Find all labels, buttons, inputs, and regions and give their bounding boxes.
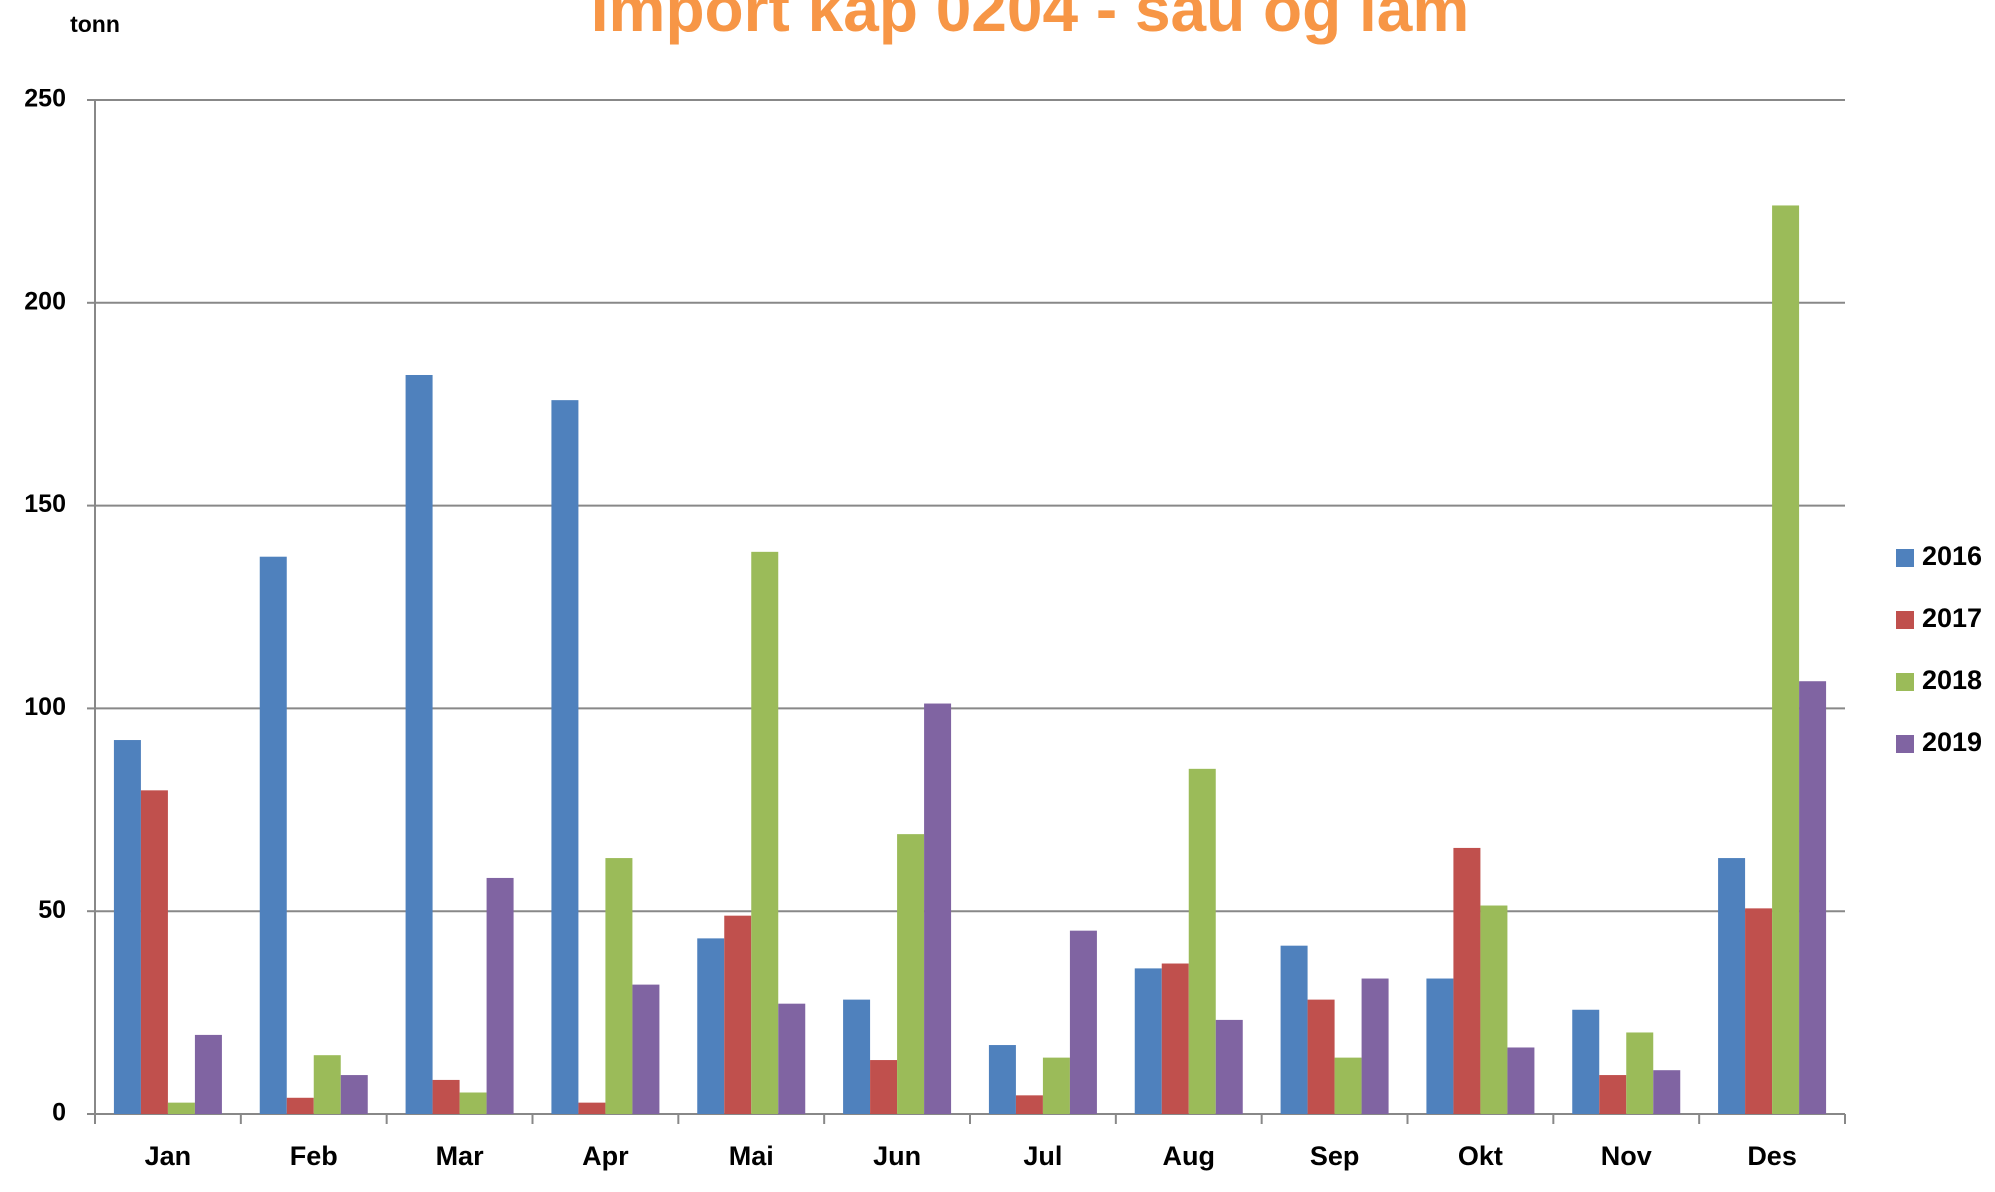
- legend-swatch: [1896, 673, 1914, 691]
- y-tick-label: 0: [52, 1099, 66, 1127]
- bar: [1134, 968, 1162, 1114]
- bar: [1599, 1075, 1627, 1114]
- bar: [1334, 1057, 1362, 1114]
- x-tick-label: Jun: [873, 1141, 921, 1171]
- y-tick-label: 100: [24, 693, 66, 721]
- x-tick-label: Feb: [290, 1141, 338, 1171]
- bar: [1426, 978, 1454, 1114]
- bar: [897, 834, 925, 1114]
- legend-swatch: [1896, 611, 1914, 629]
- bar: [724, 915, 752, 1114]
- bar: [1718, 858, 1746, 1114]
- bar: [486, 877, 514, 1114]
- bar: [697, 938, 725, 1114]
- legend-label: 2018: [1922, 665, 1982, 695]
- bar: [340, 1075, 368, 1114]
- x-tick-label: Aug: [1163, 1141, 1215, 1171]
- bar: [259, 556, 287, 1114]
- x-tick-label: Nov: [1601, 1141, 1652, 1171]
- chart-title: Import kap 0204 - sau og lam: [591, 0, 1470, 45]
- x-tick-label: Mar: [436, 1141, 485, 1171]
- bar: [632, 984, 660, 1114]
- y-axis-label: tonn: [70, 11, 120, 37]
- y-tick-label: 250: [24, 85, 66, 113]
- bar: [405, 374, 433, 1114]
- legend-swatch: [1896, 549, 1914, 567]
- bar: [924, 703, 952, 1114]
- bar: [988, 1045, 1016, 1114]
- bar: [1572, 1009, 1600, 1114]
- bar: [1480, 905, 1508, 1114]
- bar: [551, 400, 579, 1114]
- bar: [870, 1060, 898, 1114]
- bar: [140, 790, 168, 1114]
- x-tick-label: Mai: [729, 1141, 774, 1171]
- bar: [843, 999, 871, 1114]
- bar: [313, 1055, 341, 1114]
- bar: [605, 858, 633, 1114]
- bar: [1626, 1032, 1654, 1114]
- legend-label: 2019: [1922, 727, 1982, 757]
- y-tick-label: 150: [24, 490, 66, 518]
- bar: [1361, 978, 1389, 1114]
- x-tick-label: Jan: [145, 1141, 192, 1171]
- y-tick-label: 200: [24, 287, 66, 315]
- x-tick-label: Des: [1747, 1141, 1797, 1171]
- bar: [751, 551, 779, 1114]
- bar: [1215, 1019, 1243, 1114]
- bar: [432, 1079, 460, 1114]
- bar: [1280, 945, 1308, 1114]
- bar: [1507, 1047, 1535, 1114]
- x-tick-label: Okt: [1458, 1141, 1503, 1171]
- bar: [1161, 963, 1189, 1114]
- legend-label: 2017: [1922, 603, 1982, 633]
- bar: [578, 1102, 606, 1114]
- bar: [113, 740, 141, 1114]
- bar: [1188, 768, 1216, 1114]
- x-tick-label: Jul: [1023, 1141, 1062, 1171]
- bar: [459, 1092, 487, 1114]
- bar: [778, 1003, 806, 1114]
- bar: [167, 1102, 195, 1114]
- bar: [1772, 205, 1800, 1114]
- bar: [1307, 999, 1335, 1114]
- legend-label: 2016: [1922, 541, 1982, 571]
- bar: [194, 1034, 222, 1114]
- x-tick-label: Apr: [582, 1141, 629, 1171]
- y-tick-label: 50: [38, 896, 66, 924]
- bar: [286, 1097, 314, 1114]
- bar: [1653, 1070, 1681, 1114]
- bar: [1069, 930, 1097, 1114]
- bar: [1799, 681, 1827, 1114]
- bar: [1015, 1095, 1043, 1114]
- bar: [1745, 908, 1773, 1114]
- bar: [1453, 847, 1481, 1114]
- bar: [1042, 1057, 1070, 1114]
- legend-swatch: [1896, 735, 1914, 753]
- x-tick-label: Sep: [1310, 1141, 1360, 1171]
